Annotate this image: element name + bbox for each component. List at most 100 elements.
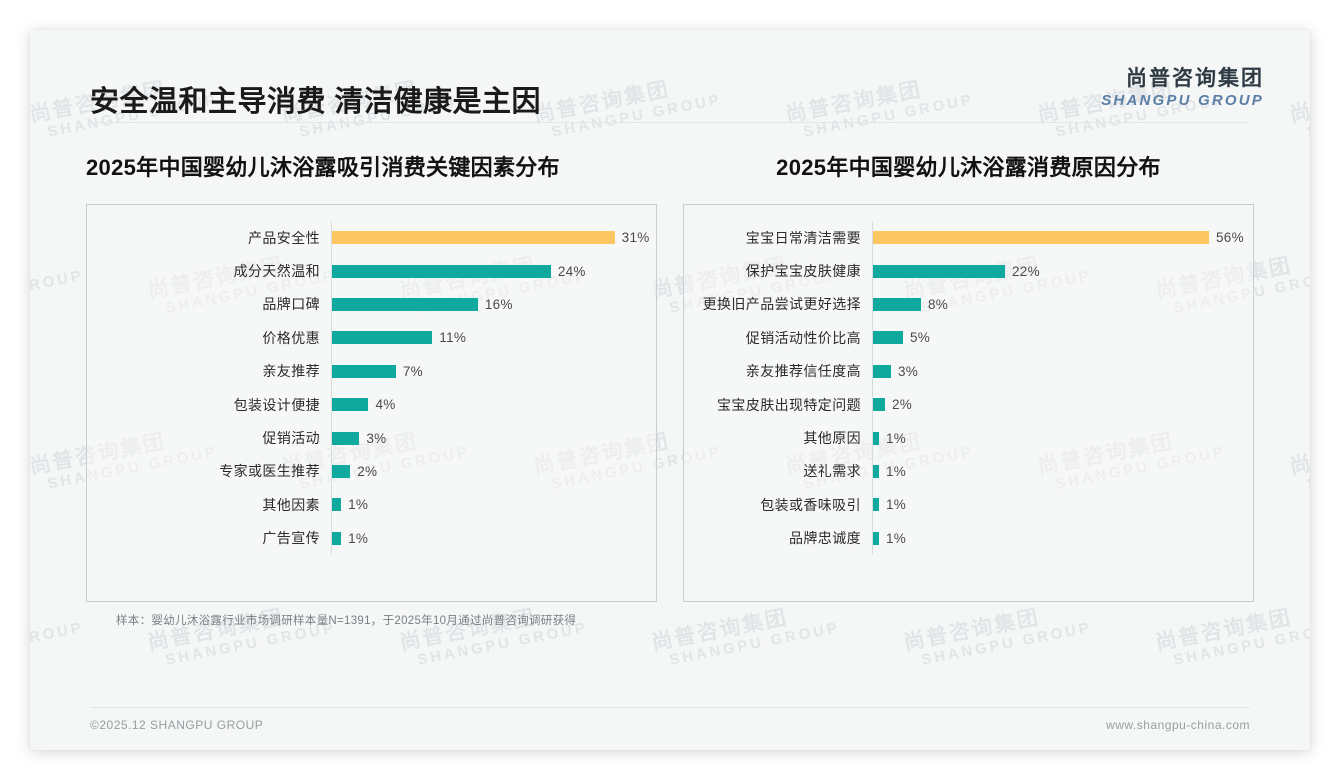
chart-block-reasons: 2025年中国婴幼儿沐浴露消费原因分布 宝宝日常清洁需要 56% 保护宝宝皮肤健康 2…	[683, 150, 1254, 602]
bar-category-label: 亲友推荐信任度高	[745, 363, 861, 380]
bar-value-label: 2%	[357, 463, 378, 479]
bar-row: 产品安全性 31%	[87, 221, 649, 255]
bar	[332, 498, 342, 512]
bar-category-label: 保护宝宝皮肤健康	[745, 263, 861, 280]
bar-value-label: 1%	[886, 463, 907, 479]
bar	[873, 264, 1005, 278]
bar-category-label: 促销活动性价比高	[745, 329, 861, 346]
bar-row: 亲友推荐 7%	[87, 354, 642, 388]
charts-container: 2025年中国婴幼儿沐浴露吸引消费关键因素分布 产品安全性 31% 成分天然温和 24…	[30, 150, 1310, 602]
bar-category-label: 送礼需求	[803, 463, 861, 480]
bar	[873, 531, 879, 545]
bar-track: 1%	[872, 488, 1239, 522]
bar-category-label: 亲友推荐	[262, 363, 320, 380]
bar-row: 更换旧产品尝试更好选择 8%	[684, 287, 1239, 322]
bar-value-label: 1%	[886, 530, 907, 546]
bar-track: 24%	[331, 254, 642, 288]
bar-track: 1%	[331, 521, 642, 555]
bar-row: 包装或香味吸引 1%	[684, 488, 1239, 522]
bar-row: 促销活动性价比高 5%	[684, 321, 1239, 355]
bar	[332, 398, 369, 412]
bar-value-label: 22%	[1012, 263, 1040, 279]
bar-row: 宝宝日常清洁需要 56%	[684, 221, 1244, 255]
bar	[873, 331, 903, 345]
slide-footer: ©2025.12 SHANGPU GROUP www.shangpu-china…	[30, 718, 1310, 732]
bar-category-label: 专家或医生推荐	[219, 463, 320, 480]
bar-row: 价格优惠 11%	[87, 321, 642, 355]
bar-track: 5%	[872, 321, 1239, 355]
bar-track: 31%	[331, 221, 649, 255]
bar-row: 成分天然温和 24%	[87, 254, 642, 288]
bar	[332, 464, 351, 478]
sample-footnote: 样本：婴幼儿沐浴露行业市场调研样本量N=1391，于2025年10月通过尚普咨询…	[116, 615, 577, 627]
bar-track: 1%	[872, 421, 1239, 455]
header-divider	[90, 122, 1250, 123]
page-title: 安全温和主导消费 清洁健康是主因	[90, 86, 542, 118]
bar	[873, 464, 879, 478]
bar	[873, 431, 879, 445]
bar-track: 11%	[331, 321, 642, 355]
bar	[873, 498, 879, 512]
bar-rows-key-factors: 产品安全性 31% 成分天然温和 24% 品牌口碑 16% 价格优惠 11% 亲友推荐 7% 包装设…	[87, 221, 649, 587]
bar-row: 专家或医生推荐 2%	[87, 454, 642, 489]
bar	[873, 398, 885, 412]
bar-track: 3%	[872, 354, 1239, 388]
footer-website: www.shangpu-china.com	[1106, 718, 1250, 732]
bar	[332, 531, 342, 545]
bar-value-label: 1%	[348, 497, 369, 513]
bar-value-label: 1%	[348, 530, 369, 546]
bar-category-label: 品牌忠诚度	[789, 530, 861, 547]
footer-copyright: ©2025.12 SHANGPU GROUP	[90, 718, 264, 732]
bar-row: 其他原因 1%	[684, 421, 1239, 455]
bar	[332, 364, 396, 378]
brand-logo: 尚普咨询集团 SHANGPU GROUP	[1101, 67, 1264, 109]
bar-value-label: 11%	[439, 330, 467, 346]
bar-value-label: 7%	[402, 363, 423, 379]
bar-row: 品牌忠诚度 1%	[684, 521, 1239, 555]
bar-category-label: 包装或香味吸引	[760, 496, 861, 513]
chart-title-key-factors: 2025年中国婴幼儿沐浴露吸引消费关键因素分布	[86, 155, 560, 180]
bar-value-label: 1%	[886, 430, 907, 446]
bar-track: 2%	[872, 387, 1239, 422]
bar-value-label: 56%	[1216, 230, 1244, 246]
bar-row: 送礼需求 1%	[684, 454, 1239, 489]
bar-category-label: 广告宣传	[262, 530, 320, 547]
bar-value-label: 5%	[910, 330, 931, 346]
bar-value-label: 1%	[886, 497, 907, 513]
bar-track: 22%	[872, 254, 1239, 288]
bar	[332, 331, 433, 345]
bar-track: 1%	[872, 521, 1239, 555]
bar	[873, 364, 891, 378]
bar-track: 7%	[331, 354, 642, 388]
bar-track: 4%	[331, 387, 642, 422]
bar-category-label: 其他原因	[803, 430, 861, 447]
bar-highlighted	[873, 231, 1209, 245]
bar-row: 亲友推荐信任度高 3%	[684, 354, 1239, 388]
bar-value-label: 16%	[484, 296, 513, 312]
bar-rows-reasons: 宝宝日常清洁需要 56% 保护宝宝皮肤健康 22% 更换旧产品尝试更好选择 8% 促销活动性…	[684, 221, 1244, 587]
chart-block-key-factors: 2025年中国婴幼儿沐浴露吸引消费关键因素分布 产品安全性 31% 成分天然温和 24…	[86, 150, 657, 602]
bar-value-label: 8%	[928, 296, 949, 312]
bar	[332, 297, 478, 311]
bar-category-label: 价格优惠	[262, 329, 320, 346]
footer-divider	[90, 707, 1250, 708]
bar-category-label: 促销活动	[262, 430, 320, 447]
slide-card: 尚普咨询集团 SHANGPU GROUP 尚普咨询集团 SHANGPU GROUP 尚普…	[30, 30, 1310, 750]
chart-title-reasons: 2025年中国婴幼儿沐浴露消费原因分布	[776, 155, 1161, 180]
bar-track: 2%	[331, 454, 642, 489]
slide-header: 安全温和主导消费 清洁健康是主因 尚普咨询集团 SHANGPU GROUP	[30, 30, 1310, 122]
bar-category-label: 品牌口碑	[262, 296, 320, 313]
bar-category-label: 其他因素	[262, 496, 320, 513]
brand-name-cn: 尚普咨询集团	[1126, 67, 1264, 90]
bar-category-label: 包装设计便捷	[233, 396, 320, 413]
bar-track: 1%	[872, 454, 1239, 489]
bar-row: 广告宣传 1%	[87, 521, 642, 555]
bar-track: 56%	[872, 221, 1244, 255]
bar-highlighted	[332, 231, 615, 245]
bar-category-label: 更换旧产品尝试更好选择	[702, 296, 861, 313]
